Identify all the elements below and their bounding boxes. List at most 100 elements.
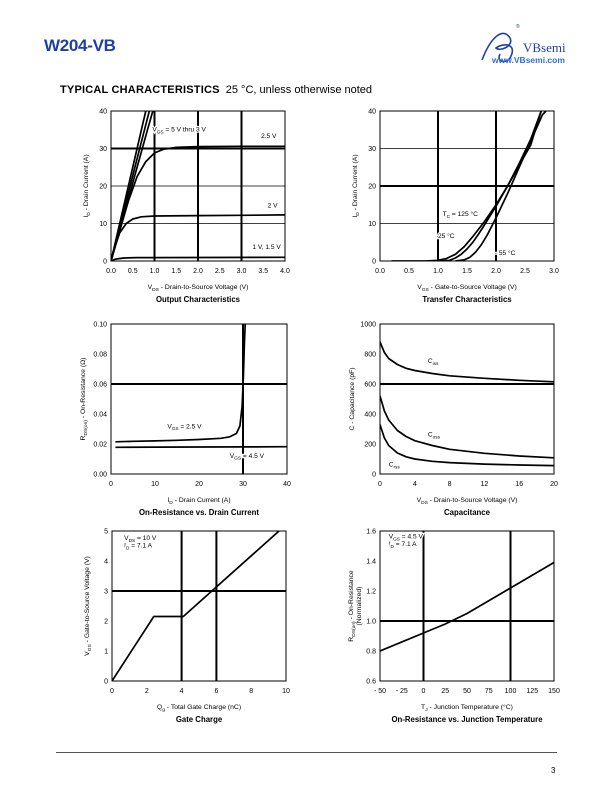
annotation-1-sub: oss: [433, 435, 441, 440]
x-tick-label: 2: [145, 688, 149, 695]
y-axis-label-main: I: [352, 216, 359, 218]
x-axis-label: VDS - Drain-to-Source Voltage (V): [417, 497, 518, 506]
y-axis-label: ID - Drain Current (A): [352, 154, 361, 217]
logo-text: VBsemi: [523, 40, 566, 55]
annotation-1: Coss: [428, 432, 441, 441]
x-tick-label: 10: [151, 481, 159, 488]
x-tick-label: 0: [378, 481, 382, 488]
part-number: W204-VB: [44, 36, 116, 55]
y-axis-label-main: I: [83, 216, 90, 218]
y-tick-label: 2: [104, 619, 108, 626]
annotation-1-sub: D: [126, 545, 130, 551]
x-axis-label-sub: DS: [152, 287, 160, 293]
annotation-0-main: V: [124, 535, 129, 542]
annotation-0-rest: = 4.5 V: [400, 534, 424, 541]
annotation-1: 25 °C: [438, 232, 455, 240]
x-axis-label: VGS - Gate-to-Source Voltage (V): [417, 284, 517, 293]
x-axis-label-sub: DS: [421, 500, 429, 506]
x-axis-label-main: V: [417, 284, 422, 291]
annotation-1-main: I: [124, 543, 126, 550]
annotation-0-main: V: [152, 127, 157, 134]
y-tick-label: 600: [364, 382, 376, 389]
x-tick-label: 1.0: [433, 268, 443, 275]
logo-swoosh-icon: [481, 32, 514, 63]
x-tick-label: - 50: [374, 688, 386, 695]
annotation-1: 2.5 V: [261, 133, 277, 140]
annotation-1-rest: = 4.5 V: [241, 453, 265, 460]
annotation-0-rest: = 10 V: [135, 535, 157, 542]
annotation-0-rest: = 2.5 V: [179, 423, 203, 430]
y-tick-label: 0.6: [366, 679, 376, 686]
x-tick-label: 0: [110, 688, 114, 695]
y-tick-label: 20: [99, 184, 107, 191]
annotation-0-sub: DS: [129, 538, 136, 544]
x-axis-label-rest: - Drain Current (A): [173, 497, 231, 504]
y-axis-label-rest: - On-Resistance (Ω): [80, 358, 87, 421]
annotation-2-main: - 55 °C: [495, 249, 516, 257]
x-axis-label: Qg - Total Gate Charge (nC): [157, 704, 241, 713]
y-axis-label: VGS - Gate-to-Source Voltage (V): [84, 556, 93, 656]
x-tick-label: 16: [515, 481, 523, 488]
logo-registered-mark: ®: [516, 24, 520, 30]
x-tick-label: 1.5: [462, 268, 472, 275]
x-tick-label: 2.5: [520, 268, 530, 275]
x-axis-label-main: V: [417, 497, 422, 504]
x-axis-label: ID - Drain Current (A): [167, 497, 230, 506]
annotation-1: ID = 7.1 A: [124, 543, 152, 552]
x-tick-label: 4: [180, 688, 184, 695]
section-title: TYPICAL CHARACTERISTICS 25 °C, unless ot…: [60, 84, 372, 96]
section-subtitle: 25 °C, unless otherwise noted: [225, 84, 373, 96]
annotation-0-sub: GS: [172, 426, 179, 432]
annotation-0: VGS = 5 V thru 3 V: [152, 127, 206, 136]
annotation-2: - 55 °C: [495, 249, 516, 257]
x-tick-label: 12: [481, 481, 489, 488]
y-tick-label: 0.00: [93, 472, 107, 479]
series-line-1: [115, 445, 287, 449]
annotation-1-rest: = 7.1 A: [129, 543, 152, 550]
x-tick-label: 0.5: [404, 268, 414, 275]
y-tick-label: 30: [99, 146, 107, 153]
x-axis-label-sub: D: [169, 500, 173, 506]
x-tick-label: 3.0: [549, 268, 559, 275]
chart-title: Transfer Characteristics: [422, 295, 512, 304]
y-tick-label: 1.6: [366, 529, 376, 536]
annotation-0: Ciss: [428, 358, 439, 367]
x-tick-label: 8: [448, 481, 452, 488]
annotation-1-main: C: [428, 432, 433, 439]
chart-title: On-Resistance vs. Drain Current: [139, 508, 259, 517]
x-tick-label: 8: [249, 688, 253, 695]
chart-title: Output Characteristics: [156, 295, 241, 304]
x-tick-label: 3.5: [258, 268, 268, 275]
y-tick-label: 1: [104, 649, 108, 656]
annotation-0: VDS = 10 V: [124, 535, 157, 544]
annotation-1-rest: = 7.1 A: [394, 541, 417, 548]
x-tick-label: 2.5: [215, 268, 225, 275]
annotation-1-main: V: [230, 453, 235, 460]
x-axis-label-main: T: [421, 704, 425, 711]
y-tick-label: 40: [368, 109, 376, 116]
series-line-2: [455, 111, 547, 261]
x-tick-label: 3.0: [237, 268, 247, 275]
annotation-2-main: C: [389, 462, 394, 469]
x-tick-label: 30: [239, 481, 247, 488]
section-title-main: TYPICAL CHARACTERISTICS: [60, 84, 220, 96]
x-tick-label: 75: [485, 688, 493, 695]
x-tick-label: 1.0: [150, 268, 160, 275]
annotation-0-sub: iss: [433, 361, 439, 367]
x-tick-label: 20: [195, 481, 203, 488]
x-tick-label: 100: [505, 688, 517, 695]
plot-frame: [111, 530, 287, 682]
y-axis-label-rest: - Drain Current (A): [83, 154, 90, 212]
series-line-3: [111, 145, 285, 261]
y-axis-label-main: R: [348, 637, 355, 642]
website-link[interactable]: www.VBsemi.com: [492, 55, 565, 65]
x-tick-label: 6: [214, 688, 218, 695]
series-line-0: [380, 341, 554, 383]
y-tick-label: 200: [364, 442, 376, 449]
y-axis-label-main: C - Capacitance (pF): [349, 367, 356, 430]
y-tick-label: 5: [104, 529, 108, 536]
y-axis-label-sub: DS(on): [351, 621, 357, 637]
y-axis-label-rest: - Drain Current (A): [352, 154, 359, 212]
series-line-5: [111, 256, 285, 261]
